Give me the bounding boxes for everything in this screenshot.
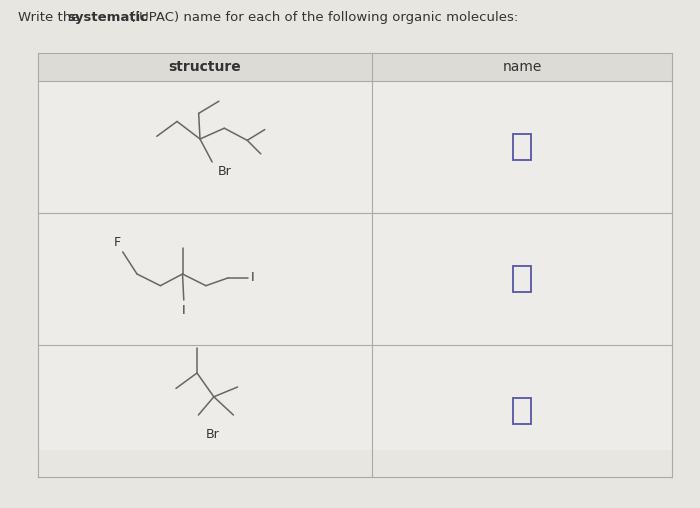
Text: Write the: Write the: [18, 11, 84, 24]
Text: I: I: [182, 304, 186, 317]
Bar: [38, 53, 672, 81]
Bar: [513, 134, 531, 160]
Text: structure: structure: [169, 60, 241, 74]
Text: (IUPAC) name for each of the following organic molecules:: (IUPAC) name for each of the following o…: [126, 11, 518, 24]
Text: Br: Br: [218, 165, 232, 178]
Text: Br: Br: [206, 428, 219, 441]
Bar: [513, 266, 531, 292]
Bar: [513, 398, 531, 424]
Bar: [38, 53, 672, 450]
Text: systematic: systematic: [67, 11, 148, 24]
Text: name: name: [503, 60, 542, 74]
Text: I: I: [251, 271, 254, 284]
Text: F: F: [113, 236, 120, 249]
